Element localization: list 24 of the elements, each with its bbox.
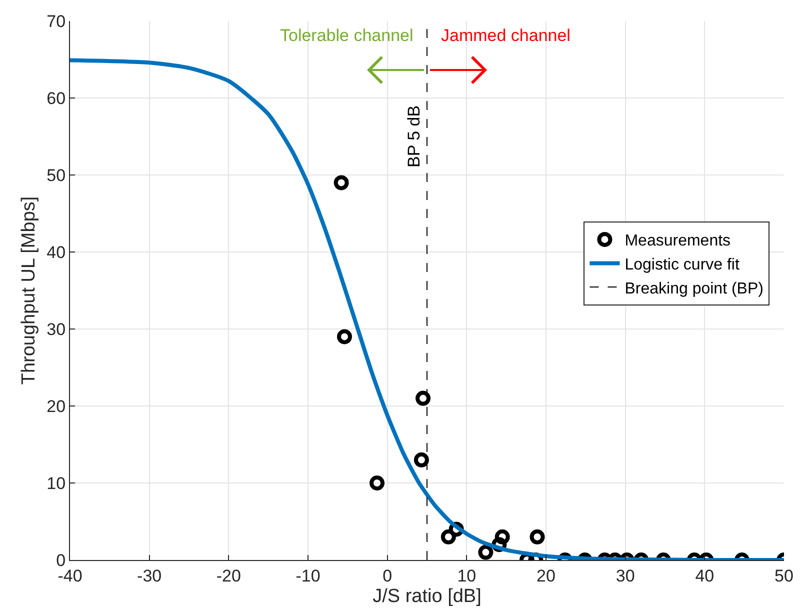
legend-label: Measurements <box>624 232 731 250</box>
x-tick-label: 10 <box>457 566 476 586</box>
y-tick-label: 10 <box>46 474 66 493</box>
y-tick-label: 20 <box>46 396 66 416</box>
x-tick-label: 20 <box>536 566 556 586</box>
x-tick-label: 0 <box>382 566 392 586</box>
x-tick-label: -10 <box>296 566 320 586</box>
annotation: BP 5 dB <box>404 105 424 168</box>
annotation: Jammed channel <box>441 26 570 45</box>
y-tick-label: 60 <box>46 88 66 108</box>
y-tick-label: 50 <box>46 166 66 185</box>
x-tick-label: -30 <box>137 566 162 586</box>
x-tick-label: 30 <box>616 566 635 586</box>
y-tick-label: 30 <box>46 320 66 339</box>
x-tick-label: 40 <box>695 566 714 586</box>
y-axis-title: Throughput UL [Mbps] <box>18 196 40 385</box>
annotation: Tolerable channel <box>280 26 414 45</box>
y-tick-label: 40 <box>46 242 66 262</box>
x-tick-label: -20 <box>216 566 241 586</box>
legend-label: Breaking point (BP) <box>624 280 764 298</box>
x-tick-label: 50 <box>774 566 794 586</box>
y-tick-label: 70 <box>46 12 66 31</box>
legend-label: Logistic curve fit <box>624 256 740 274</box>
x-axis-title: J/S ratio [dB] <box>372 586 482 608</box>
